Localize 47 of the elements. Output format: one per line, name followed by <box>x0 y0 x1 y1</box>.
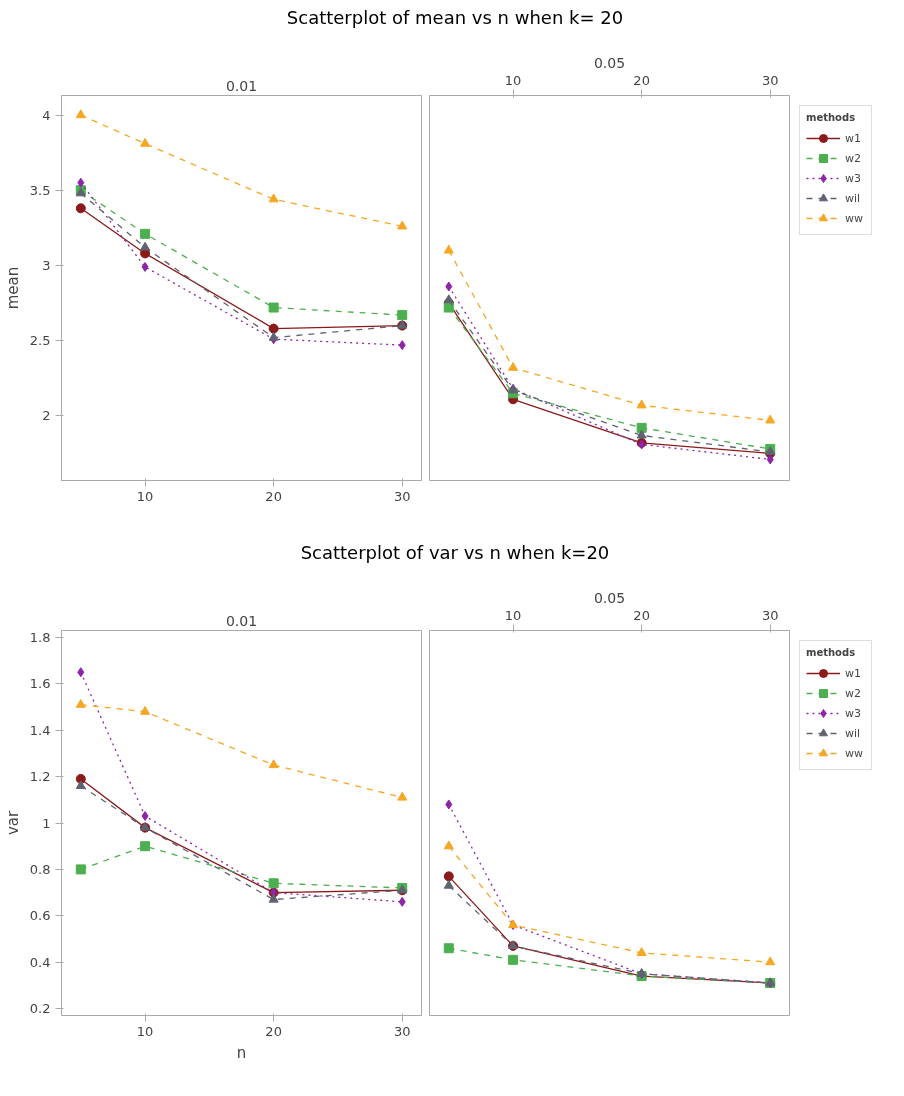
y-tick-label: 4 <box>42 107 51 123</box>
x-tick-label: 30 <box>393 488 411 504</box>
y-tick-label: 2.5 <box>29 333 51 349</box>
y-tick-label: 1.2 <box>29 769 51 785</box>
legend-title: methods <box>806 647 857 658</box>
y-tick-label: 1.6 <box>29 676 51 692</box>
x-tick-label: 10 <box>136 1023 154 1039</box>
legend-label: w1 <box>845 666 862 680</box>
legend-label: wil <box>845 191 862 205</box>
legend-label: ww <box>845 211 864 225</box>
x-tick-label: 20 <box>633 72 650 88</box>
chart-title: Scatterplot of var vs n when k=20 <box>300 541 610 565</box>
x-tick-label: 30 <box>761 72 779 88</box>
x-tick-label: 10 <box>136 488 154 504</box>
x-tick-label: 20 <box>633 607 650 623</box>
y-tick-label: 1.8 <box>29 629 51 645</box>
chart-subtitle: 0.05 <box>593 589 626 606</box>
legend-label: w3 <box>845 171 862 185</box>
y-tick-label: 0.6 <box>29 908 51 924</box>
x-tick-label: 20 <box>265 1023 282 1039</box>
chart-subtitle: 0.01 <box>225 77 258 94</box>
x-tick-label: 30 <box>393 1023 411 1039</box>
legend-label: w1 <box>845 131 862 145</box>
y-axis-title: mean <box>3 266 22 310</box>
y-tick-label: 0.4 <box>29 954 51 970</box>
y-tick-label: 1 <box>42 815 51 831</box>
chart-subtitle: 0.01 <box>225 612 258 629</box>
x-axis-title: n <box>236 1043 247 1062</box>
x-tick-label: 10 <box>504 72 522 88</box>
x-tick-label: 10 <box>504 607 522 623</box>
y-tick-label: 3.5 <box>29 182 51 198</box>
chart-title: Scatterplot of mean vs n when k= 20 <box>286 6 624 30</box>
y-tick-label: 0.2 <box>29 1001 51 1017</box>
legend-label: wil <box>845 726 862 740</box>
y-axis-title: var <box>3 810 22 836</box>
x-tick-label: 20 <box>265 488 282 504</box>
legend-label: w3 <box>845 706 862 720</box>
y-tick-label: 1.4 <box>29 722 51 738</box>
chart-subtitle: 0.05 <box>593 54 626 71</box>
x-tick-label: 30 <box>761 607 779 623</box>
y-tick-label: 3 <box>42 257 51 273</box>
legend-label: ww <box>845 746 864 760</box>
legend-label: w2 <box>845 686 862 700</box>
legend-label: w2 <box>845 151 862 165</box>
y-tick-label: 0.8 <box>29 861 51 877</box>
y-tick-label: 2 <box>42 408 51 424</box>
legend-title: methods <box>806 112 857 123</box>
